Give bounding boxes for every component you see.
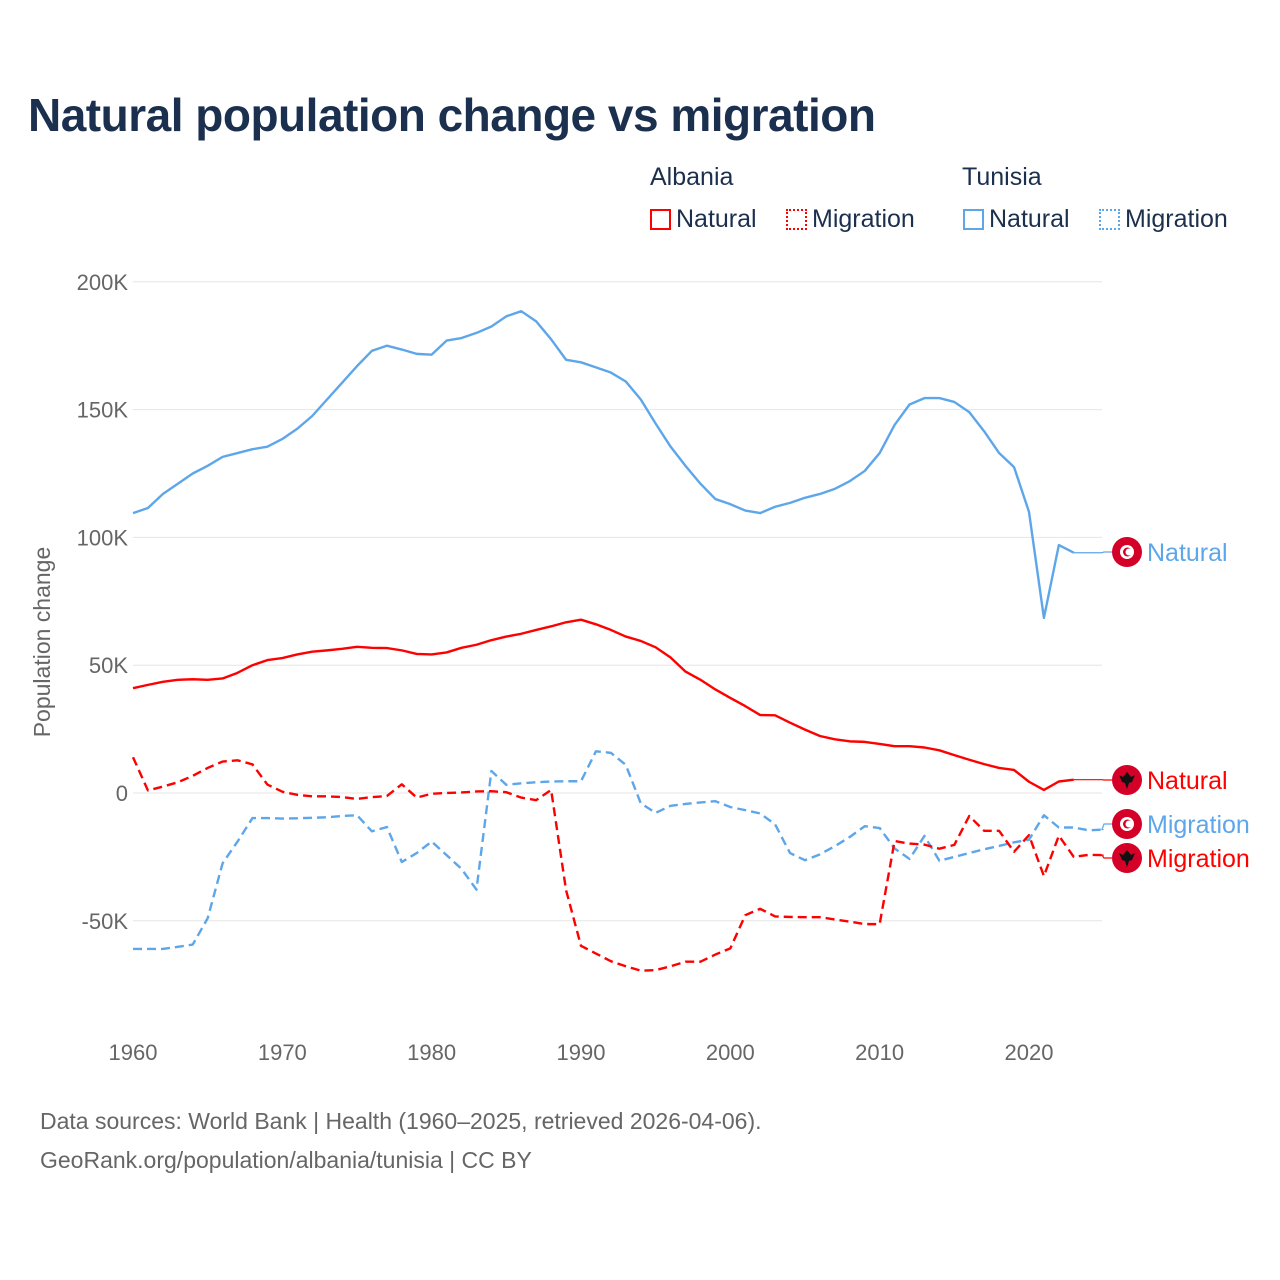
- y-tick-label: 150K: [77, 398, 129, 423]
- label-connector: [1100, 854, 1112, 859]
- x-tick-label: 1990: [557, 1040, 606, 1065]
- chart-title: Natural population change vs migration: [28, 89, 876, 141]
- y-tick-label: -50K: [82, 909, 129, 934]
- solid-swatch-icon: [963, 209, 984, 230]
- label-connector: [1101, 823, 1112, 831]
- legend-label: Natural: [676, 205, 757, 233]
- series-line-albania-natural: [132, 618, 1074, 792]
- y-tick-label: 50K: [89, 653, 128, 678]
- y-tick-label: 200K: [77, 270, 129, 295]
- legend-label: Natural: [989, 205, 1070, 233]
- series-end-label: Migration: [1147, 845, 1250, 873]
- x-tick-label: 1970: [258, 1040, 307, 1065]
- y-tick-label: 100K: [77, 525, 129, 550]
- legend-albania-natural[interactable]: Natural: [650, 205, 757, 234]
- footer-attribution: GeoRank.org/population/albania/tunisia |…: [40, 1147, 532, 1173]
- footer-sources: Data sources: World Bank | Health (1960–…: [40, 1108, 762, 1134]
- dotted-swatch-icon: [786, 209, 807, 230]
- legend-group-albania: Albania: [650, 163, 734, 191]
- series-end-label: Natural: [1147, 767, 1228, 795]
- tunisia-flag-icon: [1112, 809, 1142, 839]
- x-tick-label: 1960: [109, 1040, 158, 1065]
- series-end-label: Natural: [1147, 539, 1228, 567]
- tunisia-flag-icon: [1112, 537, 1142, 567]
- legend-tunisia-natural[interactable]: Natural: [963, 205, 1070, 234]
- x-tick-label: 1980: [407, 1040, 456, 1065]
- dotted-swatch-icon: [1099, 209, 1120, 230]
- series-line-tunisia-migration: [133, 750, 1104, 951]
- x-tick-label: 2020: [1005, 1040, 1054, 1065]
- series-end-label: Migration: [1147, 811, 1250, 839]
- legend-label: Migration: [1125, 205, 1228, 233]
- legend-tunisia-migration[interactable]: Migration: [1099, 205, 1228, 234]
- albania-flag-icon: [1112, 843, 1142, 873]
- legend-albania-migration[interactable]: Migration: [786, 205, 915, 234]
- y-tick-label: 0: [116, 781, 128, 806]
- y-axis-label: Population change: [29, 547, 55, 738]
- series-line-albania-migration: [131, 756, 1104, 972]
- legend-group-tunisia: Tunisia: [962, 163, 1042, 191]
- series-line-tunisia-natural: [132, 309, 1075, 620]
- label-connector: [1073, 551, 1112, 554]
- x-tick-label: 2000: [706, 1040, 755, 1065]
- x-tick-label: 2010: [855, 1040, 904, 1065]
- albania-flag-icon: [1112, 765, 1142, 795]
- solid-swatch-icon: [650, 209, 671, 230]
- legend-label: Migration: [812, 205, 915, 233]
